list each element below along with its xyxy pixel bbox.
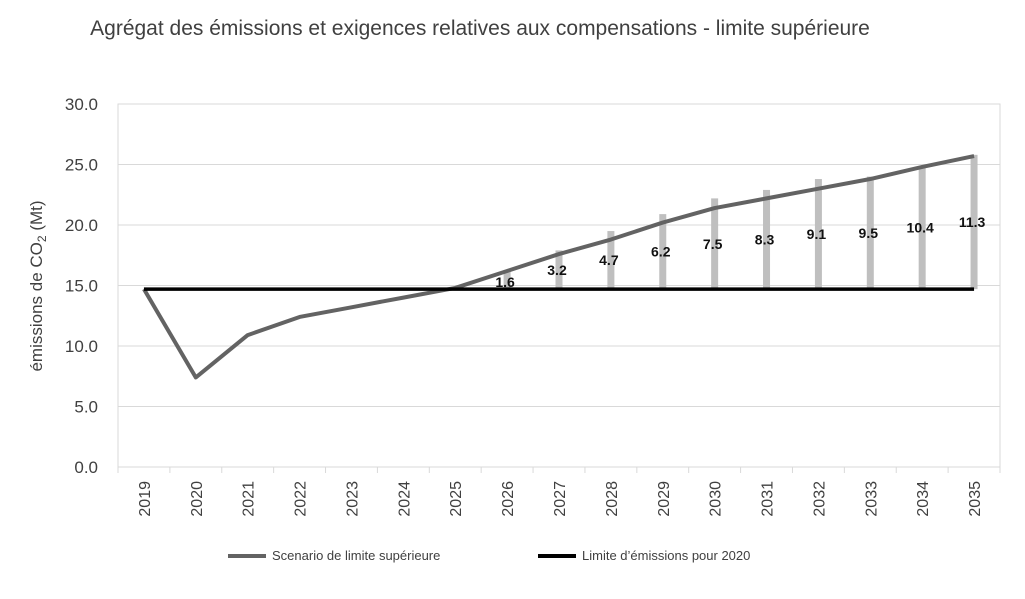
y-tick-label: 20.0 [65,216,98,235]
data-label: 10.4 [907,219,934,235]
y-tick-labels: 0.0 5.0 10.0 15.0 20.0 25.0 30.0 [65,95,98,477]
data-labels: 1.6 3.2 4.7 6.2 7.5 8.3 9.1 9.5 10.4 11.3 [495,214,985,290]
x-tick-label: 2023 [344,481,361,517]
legend-label-emission-limit: Limite d’émissions pour 2020 [582,548,751,563]
x-tick-label: 2028 [604,481,621,517]
y-axis-label-subscript: 2 [35,235,49,242]
x-tick-label: 2022 [293,481,310,517]
offset-bar [659,214,667,290]
y-tick-label: 0.0 [74,458,98,477]
y-tick-label: 10.0 [65,337,98,356]
y-tick-label: 5.0 [74,398,98,417]
offset-bar [918,165,926,290]
legend-item-emission-limit: Limite d’émissions pour 2020 [538,548,750,563]
x-tick-label: 2021 [241,481,258,517]
series-line-0 [142,154,975,380]
data-label: 1.6 [495,274,515,290]
y-tick-label: 25.0 [65,156,98,175]
data-label: 9.5 [859,225,879,241]
x-tick-label: 2029 [656,481,673,517]
offset-bar [814,179,822,290]
y-axis-label-prefix: émissions de CO [27,242,46,371]
data-label: 4.7 [599,252,619,268]
x-tick-label: 2034 [915,481,932,517]
offset-bar [866,176,874,290]
offset-bar [607,231,615,290]
data-label: 3.2 [547,262,567,278]
x-tick-label: 2020 [189,481,206,517]
x-tick-label: 2030 [708,481,725,517]
data-label: 8.3 [755,232,775,248]
legend-swatch-emission-limit [538,553,576,558]
data-label: 11.3 [959,214,986,230]
x-tick-label: 2025 [448,481,465,517]
x-tick-label: 2033 [863,481,880,517]
x-tick-label: 2024 [396,481,413,517]
y-axis-label: émissions de CO2 (Mt) [27,200,49,371]
offset-bars [503,154,978,290]
data-label: 7.5 [703,236,723,252]
offset-bar [970,154,978,290]
y-tick-label: 30.0 [65,95,98,114]
offset-bar [555,250,563,290]
data-label: 9.1 [807,226,827,242]
offset-bar [763,189,771,290]
x-tick-label: 2035 [967,481,984,517]
x-tick-label: 2031 [760,481,777,517]
chart-title: Agrégat des émissions et exigences relat… [90,17,870,40]
x-tick-label: 2027 [552,481,569,517]
y-axis-label-suffix: (Mt) [27,200,46,235]
x-tick-label: 2032 [811,481,828,517]
legend-swatch-upper-scenario [228,553,266,558]
offset-bar [503,270,511,290]
legend-label-upper-scenario: Scenario de limite supérieure [272,548,441,563]
x-tick-label: 2019 [137,481,154,517]
x-tick-labels: 2019 2020 2021 2022 2023 2024 2025 2026 2027 2028… [117,467,1001,517]
data-label: 6.2 [651,244,671,260]
y-tick-label: 15.0 [65,277,98,296]
series-lines [142,154,975,380]
legend: Scenario de limite supérieure Limite d’é… [0,548,1025,572]
offset-bar [711,198,719,290]
legend-item-upper-scenario: Scenario de limite supérieure [228,548,440,563]
x-tick-label: 2026 [500,481,517,517]
